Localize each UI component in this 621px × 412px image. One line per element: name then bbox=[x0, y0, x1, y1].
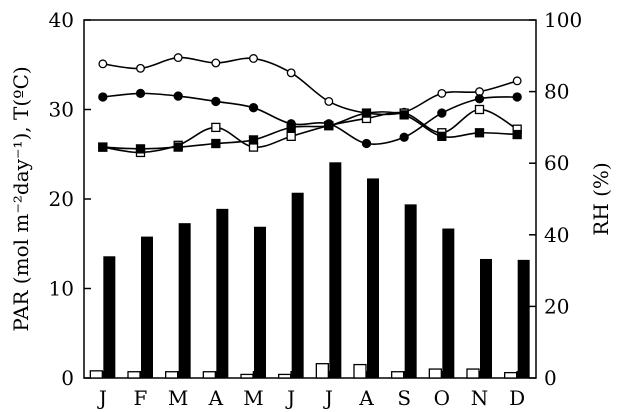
series-3-point-10 bbox=[474, 94, 485, 104]
y-right-tick-label-4: 80 bbox=[544, 80, 569, 104]
x-tick-label-10: N bbox=[471, 386, 489, 410]
x-tick-label-0: J bbox=[97, 386, 107, 410]
par-bar-8 bbox=[404, 204, 417, 378]
series-3-point-8 bbox=[399, 132, 409, 142]
par-bar-3 bbox=[216, 208, 229, 378]
y-right-tick-label-1: 20 bbox=[544, 294, 569, 318]
par-bar-5 bbox=[291, 192, 304, 378]
par-bar-1 bbox=[141, 236, 153, 378]
y-axis-title-left: PAR (mol m⁻²day⁻¹), T(ºC) bbox=[9, 66, 33, 331]
open-bar-10 bbox=[466, 368, 480, 379]
y-right-tick-label-3: 60 bbox=[544, 151, 569, 175]
y-right-tick-label-5: 100 bbox=[544, 8, 582, 32]
series-5-point-8 bbox=[399, 110, 409, 120]
open-bar-3 bbox=[202, 371, 216, 379]
series-line-4 bbox=[102, 108, 518, 154]
series-5-point-4 bbox=[248, 135, 259, 145]
x-tick-label-3: A bbox=[208, 386, 224, 410]
series-3-point-11 bbox=[512, 92, 522, 102]
line-layer bbox=[98, 53, 522, 158]
par-bar-0 bbox=[103, 256, 116, 378]
open-bar-6 bbox=[315, 363, 329, 379]
par-bar-10 bbox=[480, 258, 492, 378]
series-5-point-5 bbox=[286, 122, 296, 133]
series-2-point-3 bbox=[211, 58, 221, 68]
series-5-point-0 bbox=[98, 142, 108, 152]
open-bar-2 bbox=[165, 371, 179, 379]
open-bar-11 bbox=[504, 371, 518, 379]
x-tick-label-1: F bbox=[134, 386, 148, 410]
y-right-tick-label-2: 40 bbox=[544, 223, 569, 247]
open-bar-7 bbox=[353, 363, 367, 379]
series-5-point-11 bbox=[512, 129, 522, 140]
series-2-point-5 bbox=[286, 68, 296, 78]
open-bar-0 bbox=[89, 370, 103, 379]
series-line-2 bbox=[102, 56, 518, 116]
y-left-tick-label-3: 30 bbox=[49, 98, 74, 122]
par-bar-6 bbox=[329, 162, 342, 378]
y-left-tick-label-0: 0 bbox=[61, 366, 74, 390]
x-tick-label-7: A bbox=[358, 386, 374, 410]
open-bar-5 bbox=[278, 373, 292, 379]
y-left-tick-label-1: 10 bbox=[49, 277, 74, 301]
series-5-point-10 bbox=[474, 128, 485, 138]
series-2-point-1 bbox=[136, 63, 145, 73]
series-3-point-1 bbox=[135, 88, 146, 99]
series-2-point-6 bbox=[324, 96, 334, 106]
series-5-point-1 bbox=[135, 144, 146, 154]
y-left-tick-label-4: 40 bbox=[49, 8, 74, 32]
series-2-point-9 bbox=[437, 88, 447, 98]
par-bar-9 bbox=[442, 228, 455, 378]
x-tick-label-4: M bbox=[243, 386, 263, 410]
series-3-point-4 bbox=[248, 103, 259, 113]
open-bar-9 bbox=[428, 368, 442, 379]
par-bar-11 bbox=[517, 259, 530, 378]
series-5-point-6 bbox=[324, 120, 334, 131]
series-5-point-9 bbox=[437, 131, 447, 142]
x-tick-label-8: S bbox=[397, 386, 411, 410]
x-tick-label-11: D bbox=[509, 386, 525, 410]
series-3-point-0 bbox=[98, 92, 108, 102]
x-tick-label-2: M bbox=[168, 386, 188, 410]
x-tick-label-6: J bbox=[323, 386, 333, 410]
series-4-point-3 bbox=[211, 122, 221, 133]
series-2-point-11 bbox=[512, 76, 522, 86]
series-2-point-4 bbox=[249, 54, 258, 63]
open-bar-8 bbox=[391, 371, 405, 379]
y-left-tick-label-2: 20 bbox=[49, 187, 74, 211]
bar-layer bbox=[89, 162, 530, 379]
par-bar-2 bbox=[178, 223, 191, 378]
series-3-point-9 bbox=[437, 108, 447, 118]
series-2-point-0 bbox=[98, 59, 108, 69]
open-bar-1 bbox=[127, 371, 141, 379]
x-tick-label-9: O bbox=[434, 386, 450, 410]
series-2-point-2 bbox=[173, 53, 183, 63]
par-bar-4 bbox=[254, 226, 266, 378]
x-tick-label-5: J bbox=[285, 386, 295, 410]
y-axis-title-right: RH (%) bbox=[589, 162, 613, 235]
series-5-point-7 bbox=[361, 108, 372, 118]
series-4-point-10 bbox=[474, 104, 485, 115]
open-bar-4 bbox=[240, 373, 254, 379]
series-3-point-2 bbox=[173, 91, 183, 101]
series-3-point-7 bbox=[361, 138, 372, 149]
par-bar-7 bbox=[367, 178, 379, 378]
series-5-point-3 bbox=[211, 138, 221, 149]
y-right-tick-label-0: 0 bbox=[544, 366, 557, 390]
series-4-point-5 bbox=[286, 131, 296, 142]
series-3-point-3 bbox=[211, 96, 221, 107]
series-5-point-2 bbox=[173, 142, 183, 152]
